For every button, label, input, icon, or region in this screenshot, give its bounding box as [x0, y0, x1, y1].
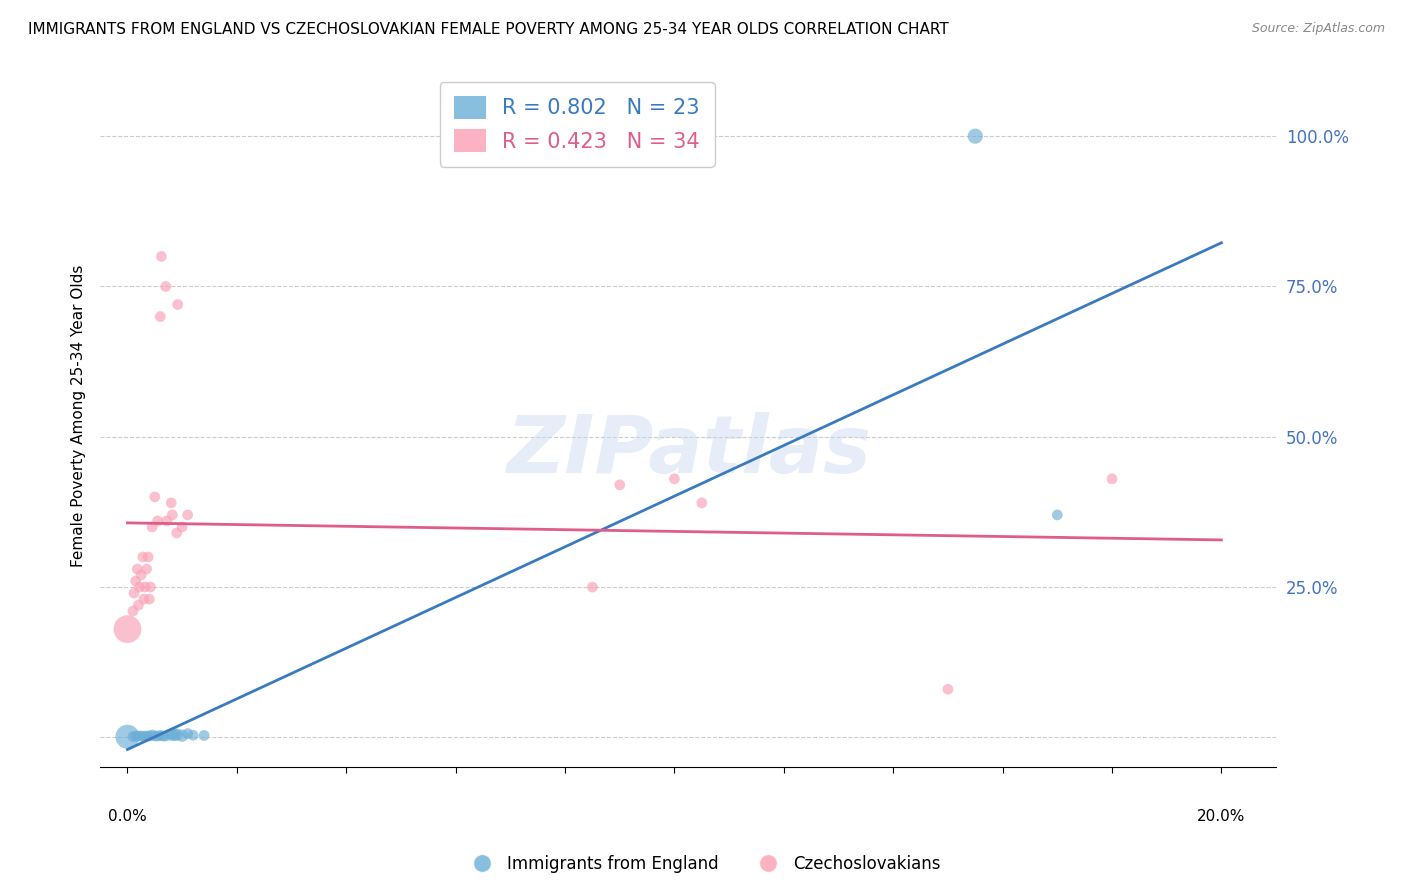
- Point: [135, 729, 157, 743]
- Point: [1046, 508, 1069, 522]
- Point: [162, 508, 184, 522]
- Point: [166, 297, 188, 311]
- Point: [129, 729, 152, 743]
- Text: 20.0%: 20.0%: [1198, 809, 1246, 824]
- Point: [128, 580, 150, 594]
- Point: [139, 580, 162, 594]
- Point: [172, 520, 194, 534]
- Point: [125, 574, 148, 588]
- Point: [1101, 472, 1123, 486]
- Legend: R = 0.802   N = 23, R = 0.423   N = 34: R = 0.802 N = 23, R = 0.423 N = 34: [440, 81, 714, 167]
- Text: ZIPatlas: ZIPatlas: [506, 412, 870, 490]
- Point: [117, 622, 139, 636]
- Point: [138, 592, 160, 607]
- Point: [127, 729, 149, 743]
- Point: [181, 728, 204, 742]
- Point: [149, 310, 172, 324]
- Text: IMMIGRANTS FROM ENGLAND VS CZECHOSLOVAKIAN FEMALE POVERTY AMONG 25-34 YEAR OLDS : IMMIGRANTS FROM ENGLAND VS CZECHOSLOVAKI…: [28, 22, 949, 37]
- Point: [690, 496, 713, 510]
- Point: [581, 580, 603, 594]
- Point: [122, 604, 145, 618]
- Point: [155, 279, 177, 293]
- Point: [122, 586, 145, 600]
- Point: [146, 514, 169, 528]
- Point: [163, 728, 186, 742]
- Point: [117, 730, 139, 744]
- Point: [127, 562, 149, 576]
- Point: [152, 729, 174, 743]
- Point: [136, 549, 159, 564]
- Point: [609, 478, 631, 492]
- Point: [193, 729, 215, 743]
- Y-axis label: Female Poverty Among 25-34 Year Olds: Female Poverty Among 25-34 Year Olds: [72, 265, 86, 567]
- Point: [129, 568, 152, 582]
- Point: [138, 729, 160, 743]
- Point: [132, 549, 155, 564]
- Point: [134, 580, 156, 594]
- Point: [146, 729, 169, 743]
- Point: [135, 562, 157, 576]
- Point: [176, 726, 198, 740]
- Point: [166, 525, 188, 540]
- Point: [141, 728, 163, 742]
- Point: [664, 472, 686, 486]
- Point: [143, 729, 166, 743]
- Point: [143, 490, 166, 504]
- Point: [125, 729, 148, 743]
- Point: [150, 249, 173, 263]
- Text: Source: ZipAtlas.com: Source: ZipAtlas.com: [1251, 22, 1385, 36]
- Point: [160, 496, 183, 510]
- Point: [160, 727, 183, 741]
- Point: [122, 730, 145, 744]
- Point: [155, 729, 177, 743]
- Legend: Immigrants from England, Czechoslovakians: Immigrants from England, Czechoslovakian…: [458, 848, 948, 880]
- Point: [166, 728, 188, 742]
- Point: [141, 520, 163, 534]
- Point: [132, 729, 155, 743]
- Text: 0.0%: 0.0%: [108, 809, 146, 824]
- Point: [132, 592, 155, 607]
- Point: [172, 729, 194, 743]
- Point: [156, 514, 179, 528]
- Point: [936, 682, 959, 697]
- Point: [176, 508, 198, 522]
- Point: [965, 129, 987, 144]
- Point: [149, 729, 172, 743]
- Point: [127, 598, 149, 612]
